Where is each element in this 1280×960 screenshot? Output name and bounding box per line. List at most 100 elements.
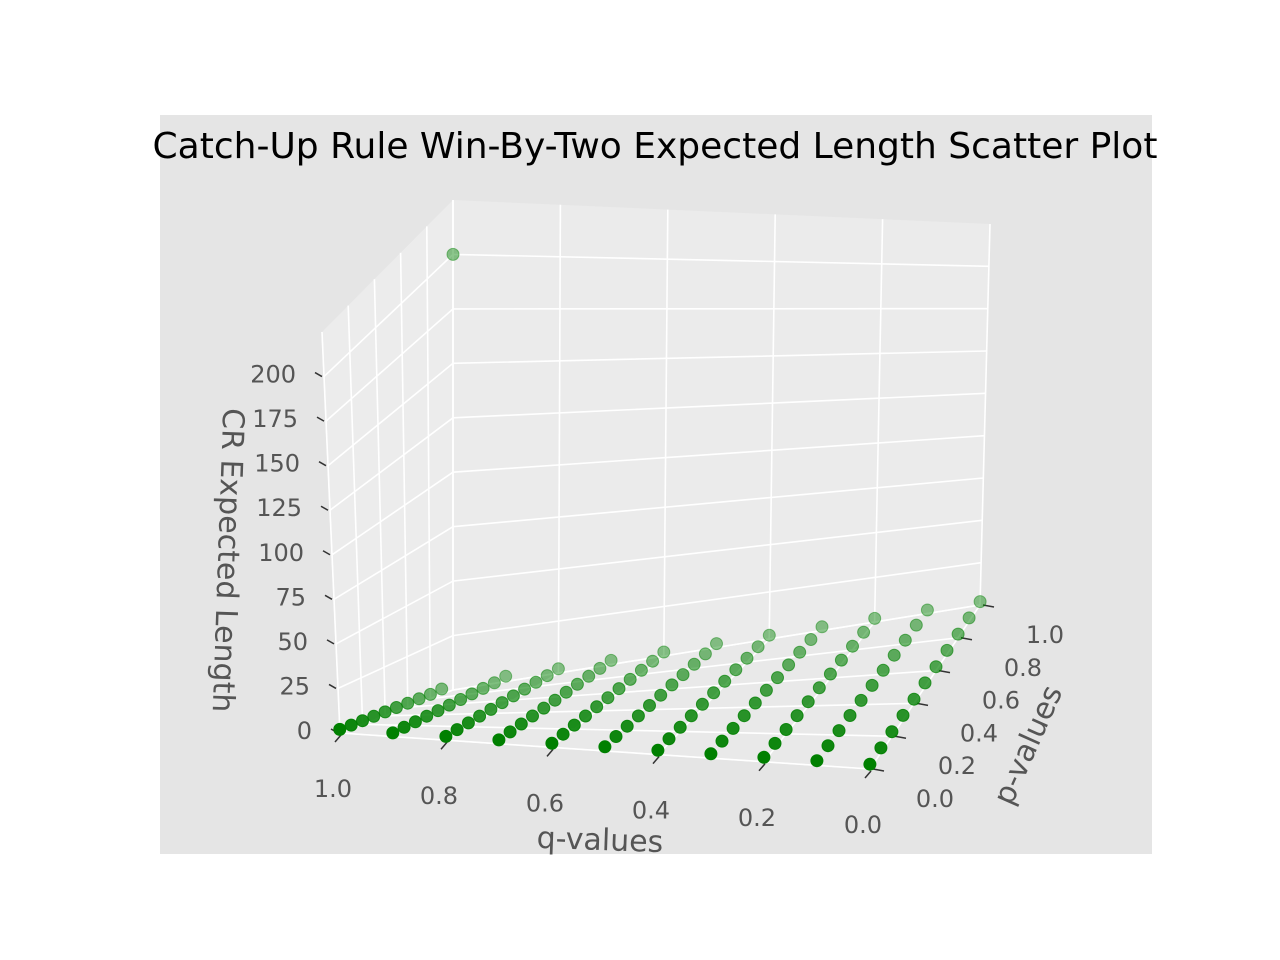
z-tick	[320, 505, 329, 511]
data-point	[920, 603, 934, 617]
data-point	[757, 750, 771, 764]
data-point	[768, 736, 782, 750]
data-point	[651, 743, 665, 757]
data-point	[612, 682, 626, 696]
data-point	[598, 740, 612, 754]
data-point	[684, 709, 698, 723]
z-tick	[314, 371, 323, 378]
data-point	[762, 628, 776, 642]
data-point	[499, 669, 513, 683]
data-point	[593, 661, 607, 675]
axis-panes	[322, 200, 990, 769]
data-point	[465, 687, 479, 701]
data-point	[918, 676, 932, 690]
data-point	[442, 698, 456, 712]
z-tick	[322, 550, 331, 556]
data-point	[748, 696, 762, 710]
data-point	[408, 715, 422, 729]
data-point	[657, 645, 671, 659]
z-tick-label: 100	[258, 539, 304, 567]
q-tick	[758, 763, 766, 772]
z-tick-label: 50	[277, 628, 308, 656]
data-point	[446, 247, 460, 261]
data-point	[662, 732, 676, 746]
data-point	[431, 704, 445, 718]
p-tick	[916, 702, 929, 707]
data-point	[740, 651, 754, 665]
data-point	[823, 667, 837, 681]
data-point	[548, 693, 562, 707]
p-tick-label: 1.0	[1026, 621, 1064, 649]
data-point	[439, 729, 453, 743]
gridline-z	[337, 561, 982, 690]
data-point	[556, 727, 570, 741]
data-point	[821, 739, 835, 753]
gridline-z	[333, 477, 984, 600]
data-point	[834, 653, 848, 667]
data-point	[506, 689, 520, 703]
gridline-z	[323, 253, 989, 378]
data-point	[423, 687, 437, 701]
data-point	[759, 683, 773, 697]
data-point	[559, 685, 573, 699]
data-point	[885, 725, 899, 739]
data-point	[604, 653, 618, 667]
data-point	[623, 672, 637, 686]
z-tick-label: 200	[250, 361, 296, 389]
data-point	[673, 720, 687, 734]
z-tick	[328, 683, 337, 690]
p-tick	[894, 735, 907, 739]
q-tick-label: 1.0	[314, 775, 352, 803]
data-point	[526, 709, 539, 723]
q-tick-label: 0.8	[420, 782, 458, 810]
data-point	[907, 692, 921, 706]
z-tick	[316, 416, 325, 422]
data-point	[344, 718, 358, 732]
data-point	[801, 695, 815, 709]
data-point	[540, 669, 554, 683]
data-point	[537, 701, 551, 715]
data-point	[804, 633, 818, 646]
data-point	[461, 716, 475, 730]
data-point	[620, 719, 634, 733]
data-point	[503, 725, 517, 739]
z-tick	[326, 639, 335, 645]
q-tick	[334, 734, 342, 743]
p-tick-label: 0.0	[916, 785, 954, 813]
z-tick-label: 75	[275, 583, 306, 611]
data-point	[868, 611, 882, 625]
data-point	[737, 709, 751, 723]
data-point	[567, 718, 581, 732]
z-tick-label: 150	[254, 450, 300, 478]
data-point	[570, 677, 584, 691]
data-point	[751, 640, 765, 654]
gridline-z	[325, 307, 988, 422]
gridline-z	[329, 392, 986, 511]
q-tick	[652, 756, 660, 765]
data-point	[698, 647, 712, 661]
data-point	[726, 721, 740, 735]
data-point	[854, 693, 868, 707]
data-point	[676, 668, 690, 682]
back-pane	[453, 200, 990, 690]
data-point	[665, 678, 679, 692]
data-point	[729, 663, 743, 677]
data-point	[473, 709, 487, 723]
data-point	[450, 723, 464, 737]
data-point	[951, 627, 965, 641]
data-point	[389, 701, 403, 714]
data-point	[695, 697, 709, 711]
data-point	[487, 676, 501, 690]
data-point	[545, 736, 559, 750]
q-tick	[440, 741, 448, 750]
data-point	[715, 734, 729, 748]
data-point	[529, 675, 543, 689]
q-tick	[864, 770, 872, 779]
data-point	[973, 595, 987, 609]
data-point	[492, 733, 506, 747]
p-tick-label: 0.6	[982, 687, 1020, 715]
x-axis-label: q-values	[536, 821, 664, 860]
data-point	[771, 671, 784, 685]
data-point	[940, 643, 954, 657]
p-tick-label: 0.8	[1004, 654, 1042, 682]
